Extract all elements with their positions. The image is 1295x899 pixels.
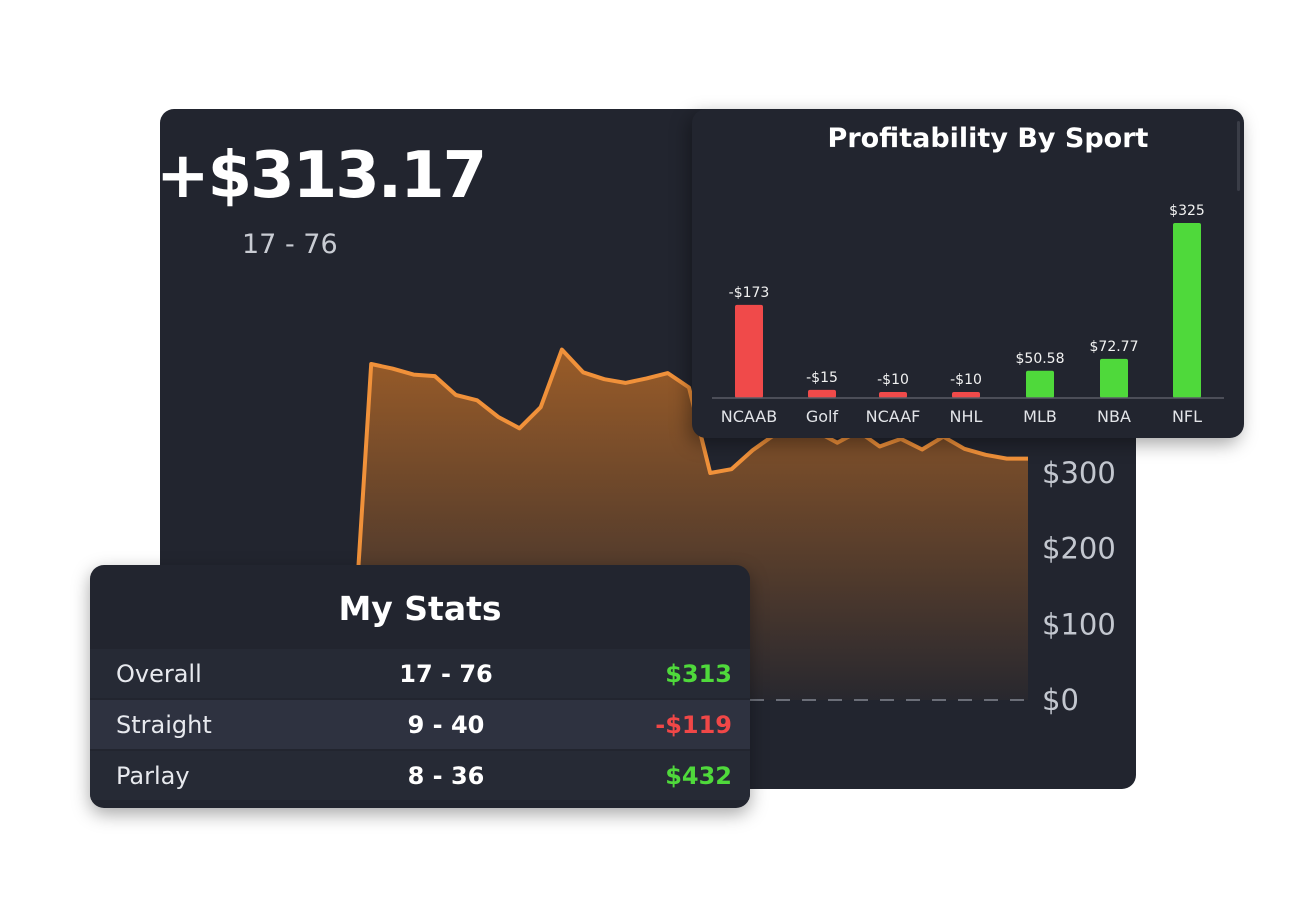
overall-record: 17 - 76 [242,229,338,260]
bar-category-label: MLB [1023,407,1057,426]
stats-row-label: Parlay [116,761,190,790]
bar-category-label: NHL [950,407,983,426]
stats-row-amount: $432 [665,761,732,790]
stats-row-amount: -$119 [655,710,732,739]
y-tick-label: $100 [1042,607,1116,641]
bar-nfl[interactable] [1173,222,1201,398]
profitability-title: Profitability By Sport [827,123,1149,154]
sport-bar-chart: -$173 NCAAB -$15 Golf -$10 NCAAF -$10 NHL $50.58… [712,203,1224,426]
profit-line [348,347,1028,701]
bar-value-label: -$173 [729,285,770,301]
bar-value-label: -$10 [877,372,909,388]
bar-ncaab[interactable] [735,304,763,398]
bar-ncaaf[interactable] [879,392,907,398]
bar-value-label: $325 [1169,203,1205,219]
bar-mlb[interactable] [1026,370,1054,398]
bar-value-label: -$10 [950,372,982,388]
stats-title: My Stats [338,589,502,628]
bar-golf[interactable] [808,389,836,398]
bar-category-label: NCAAF [866,407,921,426]
bar-value-label: $50.58 [1016,351,1065,367]
bar-nba[interactable] [1100,358,1128,398]
stats-row-label: Straight [116,710,212,739]
stats-row-straight[interactable]: Straight 9 - 40 -$119 [90,698,750,749]
y-tick-label: $200 [1042,532,1116,566]
total-profit: +$313.17 [160,139,487,213]
y-tick-label: $0 [1042,683,1079,717]
bar-category-label: NCAAB [721,407,777,426]
profitability-by-sport-card: Profitability By Sport -$173 NCAAB -$15 Gol… [692,109,1244,438]
stats-row-amount: $313 [665,659,732,688]
scrollbar[interactable] [1237,121,1240,191]
bar-value-label: $72.77 [1090,339,1139,355]
stats-row-record: 8 - 36 [407,761,485,790]
stats-row-parlay[interactable]: Parlay 8 - 36 $432 [90,749,750,800]
bar-value-label: -$15 [806,370,838,386]
my-stats-card: My Stats Overall 17 - 76 $313 Straight 9… [90,565,750,808]
y-tick-label: $300 [1042,456,1116,490]
stats-row-label: Overall [116,659,202,688]
stats-row-overall[interactable]: Overall 17 - 76 $313 [90,647,750,698]
stats-row-record: 17 - 76 [399,659,493,688]
bar-category-label: Golf [806,407,839,426]
bar-nhl[interactable] [952,392,980,398]
stats-row-record: 9 - 40 [407,710,485,739]
bar-category-label: NFL [1172,407,1202,426]
bar-category-label: NBA [1097,407,1131,426]
